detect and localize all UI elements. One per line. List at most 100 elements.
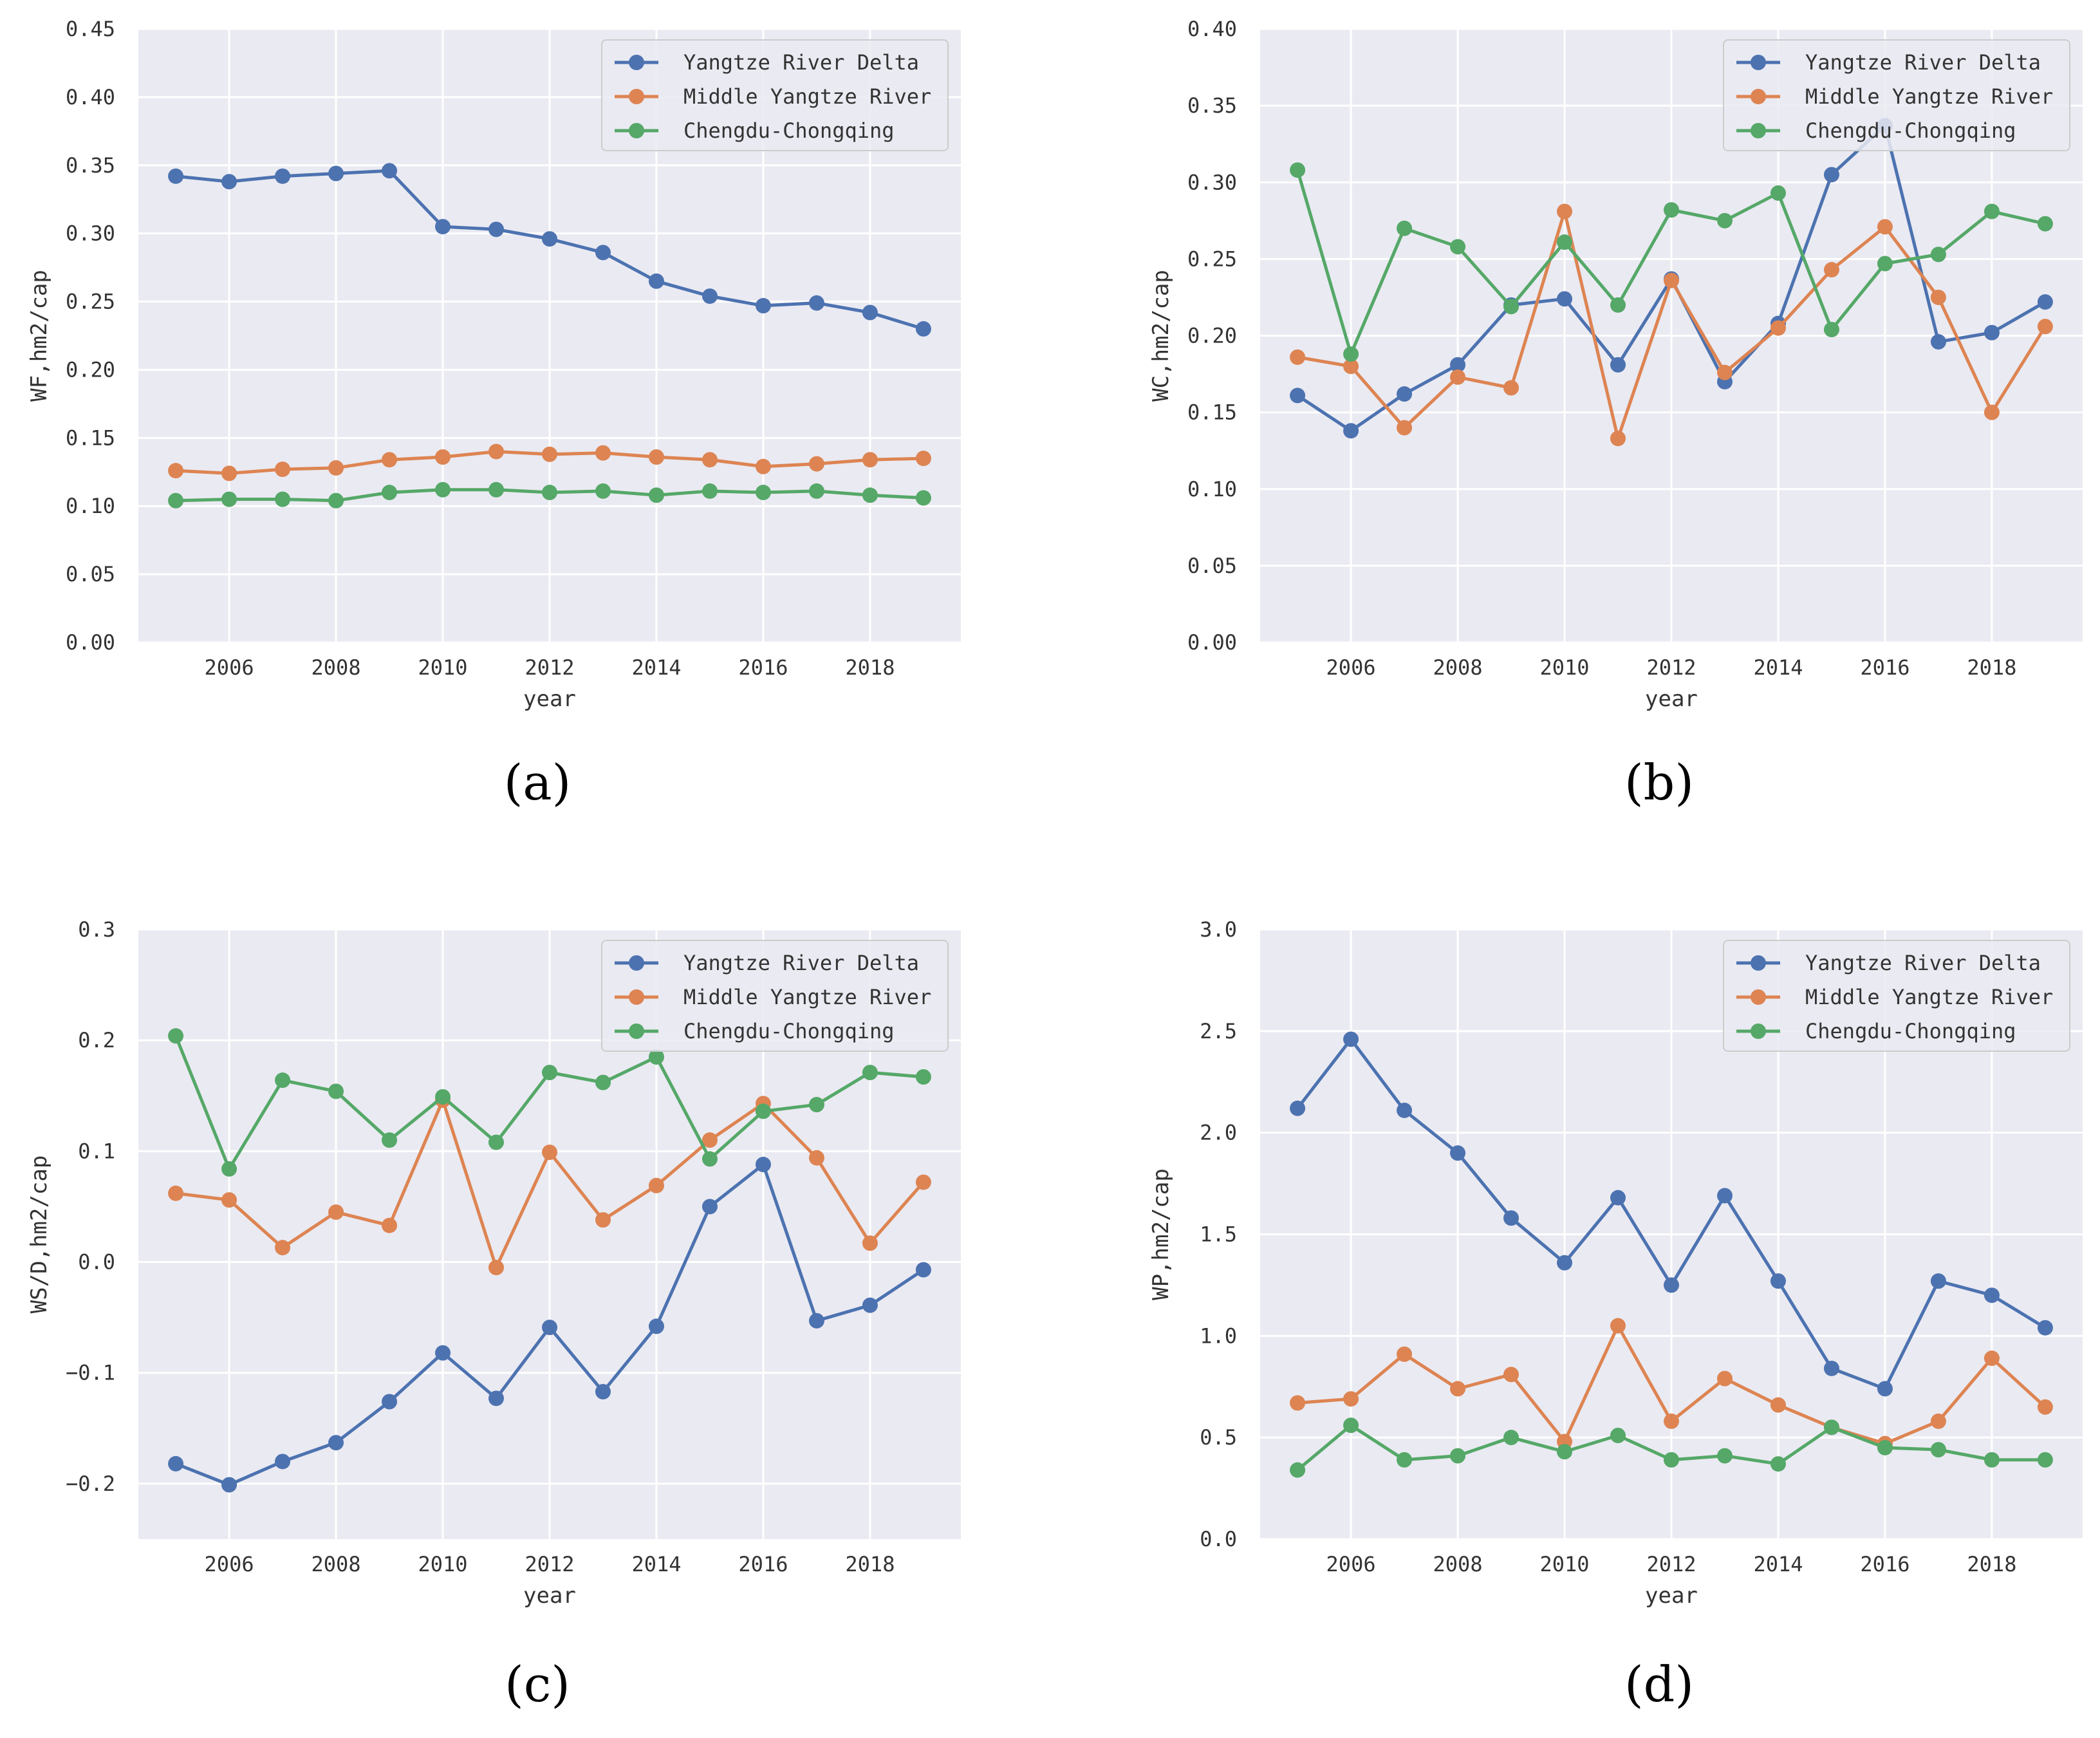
data-point	[1343, 346, 1359, 362]
data-point	[702, 288, 718, 304]
data-point	[221, 1477, 237, 1493]
data-point	[168, 463, 184, 479]
legend-label: Middle Yangtze River	[1805, 84, 2053, 109]
data-point	[1557, 291, 1573, 307]
data-point	[275, 1240, 291, 1256]
y-tick-label: 0.05	[1187, 554, 1237, 578]
legend-frame	[1723, 39, 2070, 151]
data-point	[1716, 1188, 1733, 1204]
data-point	[915, 490, 931, 506]
y-axis-label: WF,hm2/cap	[26, 270, 52, 402]
x-tick-label: 2006	[1326, 1552, 1376, 1576]
data-point	[168, 492, 184, 509]
x-axis-label: year	[1645, 686, 1698, 712]
x-tick-label: 2010	[418, 1552, 467, 1576]
series-chengdu-chongqing	[1290, 1417, 2053, 1478]
data-point	[1984, 1350, 2000, 1367]
data-point	[862, 1065, 878, 1081]
chart-panel-b: 2006 2008 2010 2012 2014 2016 2018 0.00 0.05 0.10…	[1148, 17, 2083, 712]
legend-swatch-marker	[629, 1023, 644, 1039]
panel-label-a: (a)	[504, 754, 571, 811]
y-tick-label: 0.20	[66, 357, 115, 382]
y-tick-label: 0.5	[1200, 1425, 1237, 1450]
data-point	[1877, 256, 1893, 272]
legend-swatch-marker	[1751, 955, 1766, 971]
legend-swatch-marker	[629, 989, 644, 1005]
data-point	[221, 174, 237, 190]
data-point	[168, 1185, 184, 1201]
legend-label: Middle Yangtze River	[683, 84, 931, 109]
data-point	[1984, 203, 2000, 220]
data-point	[1343, 1391, 1359, 1407]
data-point	[1450, 357, 1466, 373]
y-axis-label: WS/D,hm2/cap	[26, 1155, 52, 1314]
legend: Yangtze River Delta Middle Yangtze River C…	[601, 39, 949, 151]
data-point	[702, 1132, 718, 1148]
legend: Yangtze River Delta Middle Yangtze River C…	[601, 940, 949, 1052]
legend-entry: Middle Yangtze River	[615, 84, 931, 109]
legend-entry: Yangtze River Delta	[1736, 951, 2041, 975]
x-tick-label: 2010	[418, 655, 467, 680]
data-point	[1450, 1448, 1466, 1464]
legend-swatch-marker	[629, 89, 644, 104]
data-point	[1610, 1318, 1626, 1334]
legend-entry: Yangtze River Delta	[1736, 50, 2041, 75]
data-point	[808, 483, 824, 499]
series-yangtze-river-delta	[1290, 1031, 2053, 1397]
data-point	[648, 273, 664, 289]
data-point	[382, 1132, 398, 1148]
data-point	[648, 487, 664, 503]
data-point	[755, 297, 771, 313]
data-point	[755, 1157, 771, 1173]
y-tick-label: 0.30	[66, 221, 115, 246]
data-point	[382, 485, 398, 501]
data-point	[1930, 1442, 1946, 1458]
data-point	[595, 245, 611, 261]
legend-swatch-marker	[629, 955, 644, 971]
legend-entry: Yangtze River Delta	[615, 50, 919, 75]
series-yangtze-river-delta	[168, 1157, 931, 1493]
data-point	[542, 231, 557, 247]
data-point	[1557, 1255, 1573, 1271]
data-point	[702, 1199, 718, 1215]
legend-label: Chengdu-Chongqing	[1805, 118, 2016, 143]
data-point	[1610, 431, 1626, 447]
legend: Yangtze River Delta Middle Yangtze River C…	[1723, 940, 2070, 1052]
panel-label-d: (d)	[1624, 1656, 1694, 1713]
data-point	[275, 1453, 291, 1470]
x-tick-label: 2016	[738, 1552, 788, 1576]
x-tick-label: 2008	[311, 1552, 361, 1576]
y-tick-label: 0.00	[66, 630, 115, 655]
data-point	[382, 452, 398, 468]
x-tick-label: 2012	[525, 655, 574, 680]
data-point	[808, 1097, 824, 1113]
legend-label: Yangtze River Delta	[1805, 50, 2041, 75]
y-tick-label: 0.35	[1187, 93, 1237, 118]
data-point	[862, 1297, 878, 1313]
data-point	[1664, 202, 1679, 218]
data-point	[648, 1318, 664, 1334]
legend-entry: Yangtze River Delta	[615, 951, 919, 975]
series-middle-yangtze-river	[1290, 203, 2053, 447]
data-point	[488, 481, 505, 498]
x-tick-label: 2016	[1860, 1552, 1910, 1576]
y-tick-label: 0.10	[1187, 477, 1237, 501]
data-point	[1664, 1452, 1679, 1468]
data-point	[862, 1235, 878, 1251]
data-point	[275, 491, 291, 507]
x-tick-label: 2016	[1860, 655, 1910, 680]
data-point	[168, 1455, 184, 1472]
legend-label: Yangtze River Delta	[683, 50, 919, 75]
x-tick-label: 2010	[1539, 655, 1589, 680]
data-point	[328, 1083, 344, 1099]
y-tick-label: 0.05	[66, 562, 115, 586]
data-point	[382, 1394, 398, 1410]
data-point	[915, 321, 931, 337]
legend-swatch-marker	[1751, 1023, 1766, 1039]
legend-label: Chengdu-Chongqing	[1805, 1019, 2016, 1043]
data-point	[1930, 1413, 1946, 1429]
y-tick-label: 2.5	[1200, 1019, 1237, 1043]
data-point	[1610, 357, 1626, 373]
y-tick-label: 0.45	[66, 17, 115, 41]
